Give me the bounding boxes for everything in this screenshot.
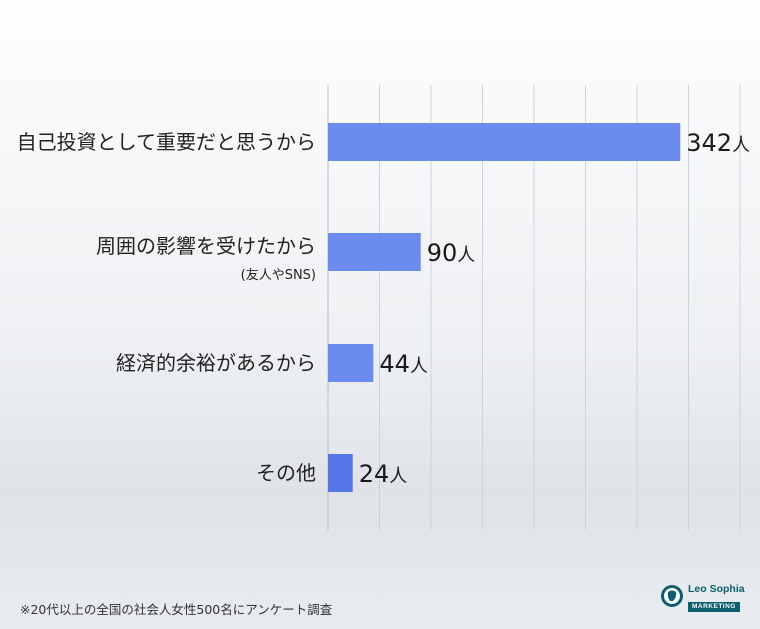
category-label: 自己投資として重要だと思うから [17,130,316,154]
lion-logo-icon [661,585,683,607]
category-label: 経済的余裕があるから [116,351,316,375]
data-label-unit: 人 [410,356,428,377]
data-label: 90人 [427,239,476,267]
bar [328,454,353,492]
brand-logo: Leo Sophia MARKETING [660,582,750,612]
bar [328,344,374,382]
data-label: 342人 [686,129,750,157]
category-sublabel: (友人やSNS) [241,267,316,283]
data-label-unit: 人 [457,245,475,266]
value-labels: 342人 90人 44人 24人 [359,129,750,488]
footnote: ※20代以上の全国の社会人女性500名にアンケート調査 [20,602,333,617]
data-label: 24人 [359,460,408,488]
bars [328,123,681,492]
data-label: 44人 [379,350,428,378]
logo-name: Leo Sophia [688,583,745,595]
bar [328,123,681,161]
category-label: 周囲の影響を受けたから [96,234,316,258]
bar [328,233,421,271]
logo-badge: MARKETING [688,602,740,612]
category-label: その他 [256,461,316,485]
data-label-unit: 人 [732,135,750,156]
data-label-unit: 人 [389,466,407,487]
